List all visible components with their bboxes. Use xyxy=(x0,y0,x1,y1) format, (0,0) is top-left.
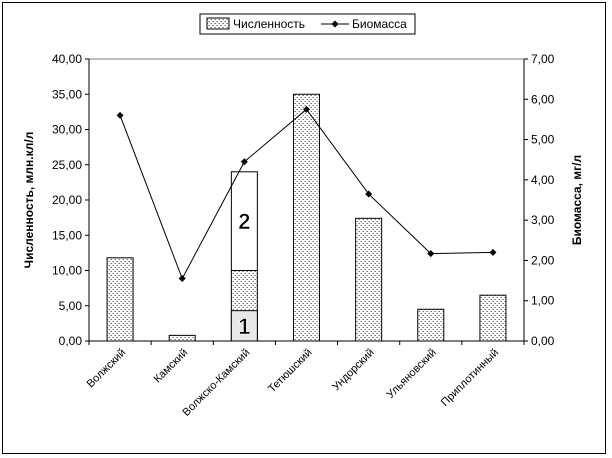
x-tick-label: Приплотинный xyxy=(439,347,501,409)
bar-6 xyxy=(417,308,445,342)
stacked-segment xyxy=(230,171,258,271)
y-tick-label-left: 15,00 xyxy=(52,228,82,242)
bar-2 xyxy=(168,334,196,342)
y-tick-label-left: 25,00 xyxy=(52,158,82,172)
x-tick-label: Камский xyxy=(152,347,191,386)
bar-7 xyxy=(479,294,507,342)
y-tick-label-right: 1,00 xyxy=(531,294,555,308)
y-tick-label-left: 10,00 xyxy=(52,264,82,278)
biomass-point-3 xyxy=(240,158,248,166)
bar-5 xyxy=(355,217,383,342)
y-axis-title-left: Численность, млн.кл/л xyxy=(22,132,36,269)
callout-label-2: 2 xyxy=(238,209,250,234)
biomass-point-4 xyxy=(303,105,310,113)
biomass-point-7 xyxy=(489,248,497,256)
x-tick-label: Ульяновский xyxy=(385,347,439,401)
y-tick-label-right: 0,00 xyxy=(531,334,555,348)
y-tick-label-left: 35,00 xyxy=(52,87,82,101)
y-tick-label-left: 20,00 xyxy=(52,193,82,207)
callout-label-1: 1 xyxy=(238,314,250,339)
y-tick-label-right: 7,00 xyxy=(531,52,555,66)
legend-label-bar: Численность xyxy=(233,17,305,31)
callout-box-1 xyxy=(230,310,258,342)
y-tick-label-left: 0,00 xyxy=(59,334,83,348)
chart-svg: 0,005,0010,0015,0020,0025,0030,0035,0040… xyxy=(22,13,584,419)
legend-box xyxy=(199,13,416,35)
biomass-point-5 xyxy=(365,190,373,198)
y-tick-label-right: 5,00 xyxy=(531,133,555,147)
x-tick-label: Волжско-Камский xyxy=(180,347,252,419)
bar-4 xyxy=(293,93,320,342)
y-tick-label-right: 2,00 xyxy=(531,253,555,267)
biomass-point-1 xyxy=(116,111,124,119)
y-tick-label-right: 4,00 xyxy=(531,173,555,187)
x-tick-label: Тетюшский xyxy=(266,347,314,395)
x-tick-label: Ундорский xyxy=(330,347,377,394)
chart-frame: 0,00 5,00 10,00 15,00 20,00 25,00 30,00 35,00 40… xyxy=(2,2,606,454)
biomass-point-6 xyxy=(427,250,435,258)
y-tick-label-left: 40,00 xyxy=(52,52,82,66)
y-tick-label-right: 3,00 xyxy=(531,213,555,227)
biomass-point-2 xyxy=(178,275,186,283)
legend-label-line: Биомасса xyxy=(352,17,407,31)
y-axis-title-right: Биомасса, мг/л xyxy=(570,155,584,245)
y-tick-label-left: 30,00 xyxy=(52,123,82,137)
y-tick-label-right: 6,00 xyxy=(531,92,555,106)
bar-1 xyxy=(106,257,134,342)
legend-marker-line xyxy=(331,20,339,28)
y-tick-label-left: 5,00 xyxy=(59,299,83,313)
x-tick-label: Волжский xyxy=(85,347,129,391)
legend-swatch-bar xyxy=(206,17,230,30)
